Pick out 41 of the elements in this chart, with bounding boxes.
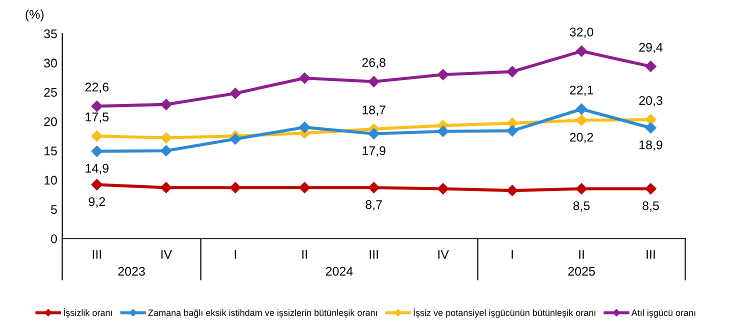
y-tick-label: 30 bbox=[44, 58, 57, 68]
text: 2025 bbox=[568, 266, 595, 276]
legend-label: Zamana bağlı eksik istihdam ve işsizlerin bütünleşik oranı bbox=[148, 309, 377, 318]
legend-label: Atıl işgücü oranı bbox=[631, 309, 696, 318]
y-tick-label: 25 bbox=[44, 88, 57, 97]
legend-label: İşsiz ve potansiyel işgücünün bütünleşik oranı bbox=[414, 308, 596, 318]
data-label: 8,7 bbox=[366, 200, 382, 210]
data-label: 14,9 bbox=[86, 164, 108, 174]
data-label: 8,5 bbox=[573, 201, 590, 212]
data-label: 9,2 bbox=[88, 197, 105, 208]
text: 2023 bbox=[118, 266, 145, 276]
data-label: 18,7 bbox=[362, 106, 386, 116]
y-tick-label: 0 bbox=[50, 234, 57, 244]
data-label: 18,9 bbox=[640, 140, 662, 151]
x-tick-label: II bbox=[302, 250, 307, 259]
data-label: 8,5 bbox=[642, 201, 659, 212]
data-label: 26,8 bbox=[362, 58, 386, 68]
x-tick-label: I bbox=[234, 250, 236, 259]
data-label: 17,5 bbox=[86, 112, 109, 123]
data-label: 29,4 bbox=[639, 42, 663, 54]
data-label: 22,1 bbox=[570, 86, 594, 96]
text: 2024 bbox=[326, 266, 353, 276]
data-label: 32,0 bbox=[570, 28, 594, 38]
x-tick-label: I bbox=[512, 250, 513, 259]
x-tick-label: IV bbox=[161, 250, 172, 259]
y-tick-label: 20 bbox=[44, 117, 57, 126]
legend-label: İşsizlik oranı bbox=[64, 308, 112, 318]
y-tick-label: 15 bbox=[44, 146, 57, 156]
x-tick-label: III bbox=[370, 250, 378, 259]
data-label: 20,3 bbox=[639, 96, 662, 106]
y-axis-title: (%) bbox=[26, 10, 44, 22]
data-label: 17,9 bbox=[362, 146, 386, 157]
y-tick-label: 5 bbox=[50, 205, 57, 214]
x-tick-label: III bbox=[646, 250, 655, 259]
y-tick-label: 35 bbox=[44, 29, 57, 38]
x-tick-label: III bbox=[92, 250, 101, 259]
x-tick-label: II bbox=[579, 250, 584, 259]
y-tick-label: 10 bbox=[44, 176, 57, 185]
data-label: 22,6 bbox=[85, 82, 109, 93]
data-label: 20,2 bbox=[570, 132, 594, 144]
x-tick-label: IV bbox=[438, 250, 449, 259]
